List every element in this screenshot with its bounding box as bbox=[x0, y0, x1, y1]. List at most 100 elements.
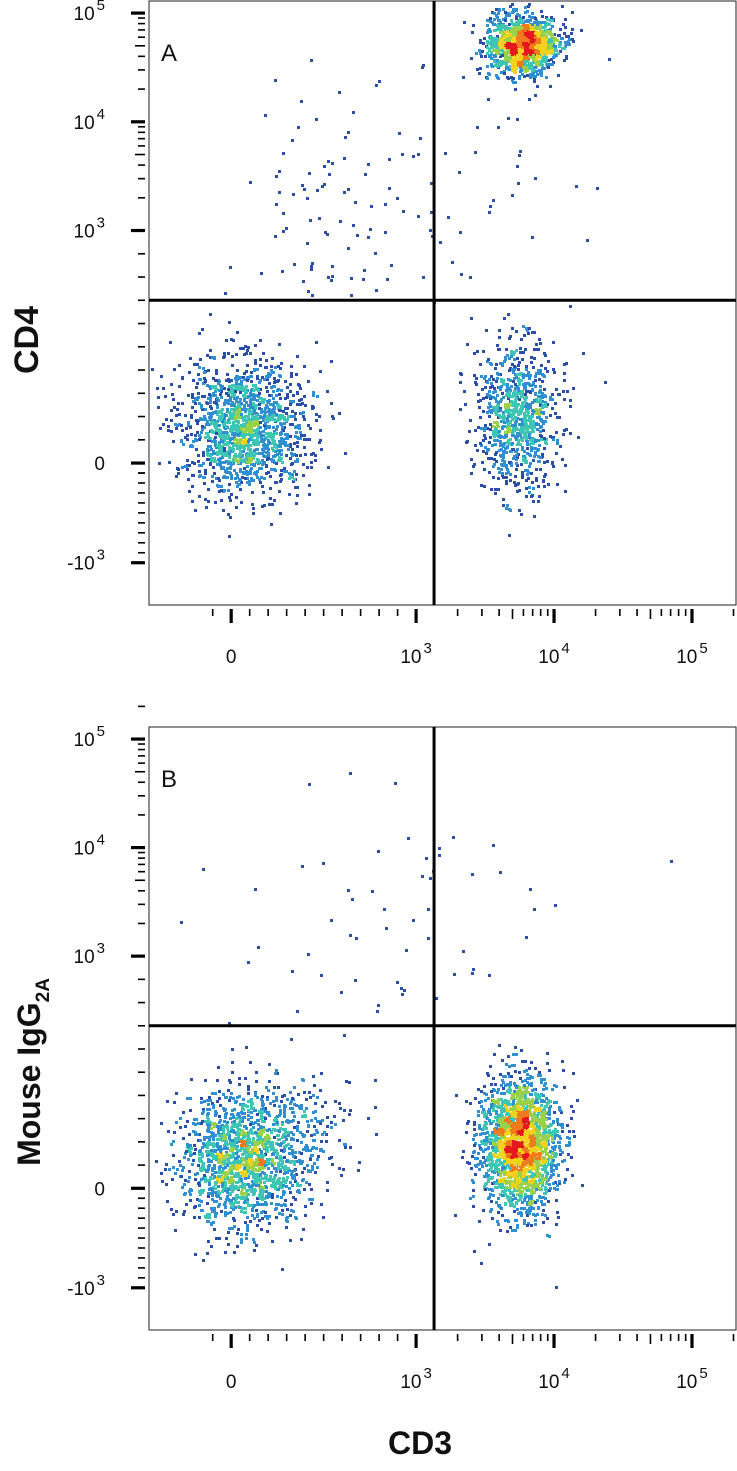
event-point bbox=[226, 373, 229, 376]
event-point bbox=[533, 43, 536, 46]
event-point bbox=[285, 227, 288, 230]
event-point bbox=[526, 452, 529, 455]
event-point bbox=[563, 47, 566, 50]
event-point bbox=[357, 1169, 360, 1172]
event-point bbox=[375, 84, 378, 87]
event-point bbox=[238, 1083, 241, 1086]
event-point bbox=[219, 1175, 222, 1178]
event-point bbox=[302, 463, 305, 466]
event-point bbox=[249, 1123, 252, 1126]
event-point bbox=[535, 412, 538, 415]
event-point bbox=[521, 394, 524, 397]
event-point bbox=[175, 475, 178, 478]
event-point bbox=[282, 1128, 285, 1131]
event-point bbox=[386, 278, 389, 281]
event-point bbox=[262, 419, 265, 422]
event-point bbox=[221, 1190, 224, 1193]
event-point bbox=[479, 363, 482, 366]
event-point bbox=[248, 482, 251, 485]
event-point bbox=[537, 60, 540, 63]
event-point bbox=[545, 45, 548, 48]
event-point bbox=[478, 72, 481, 75]
event-point bbox=[255, 404, 258, 407]
event-point bbox=[492, 433, 495, 436]
event-point bbox=[527, 419, 530, 422]
event-point bbox=[273, 499, 276, 502]
event-point bbox=[288, 493, 291, 496]
event-point bbox=[515, 31, 518, 34]
event-point bbox=[189, 1109, 192, 1112]
event-point bbox=[264, 1211, 267, 1214]
event-point bbox=[519, 351, 522, 354]
event-point bbox=[289, 457, 292, 460]
event-point bbox=[209, 412, 212, 415]
event-point bbox=[260, 476, 263, 479]
event-point bbox=[267, 452, 270, 455]
event-point bbox=[515, 458, 518, 461]
event-point bbox=[499, 441, 502, 444]
event-point bbox=[279, 422, 282, 425]
event-point bbox=[279, 1159, 282, 1162]
event-point bbox=[263, 414, 266, 417]
event-point bbox=[282, 416, 285, 419]
event-point bbox=[492, 431, 495, 434]
event-point bbox=[181, 377, 184, 380]
event-point bbox=[497, 19, 500, 22]
event-point bbox=[486, 77, 489, 80]
event-point bbox=[500, 378, 503, 381]
event-point bbox=[520, 410, 523, 413]
event-point bbox=[237, 420, 240, 423]
event-point bbox=[488, 28, 491, 31]
event-point bbox=[499, 362, 502, 365]
event-point bbox=[188, 1170, 191, 1173]
event-point bbox=[497, 401, 500, 404]
event-point bbox=[254, 1146, 257, 1149]
event-point bbox=[571, 11, 574, 14]
event-point bbox=[510, 350, 513, 353]
event-point bbox=[211, 475, 214, 478]
event-point bbox=[547, 45, 550, 48]
event-point bbox=[185, 1203, 188, 1206]
event-point bbox=[204, 380, 207, 383]
event-point bbox=[214, 444, 217, 447]
event-point bbox=[261, 1203, 264, 1206]
event-point bbox=[509, 335, 512, 338]
event-point bbox=[511, 27, 514, 30]
event-point bbox=[513, 25, 516, 28]
event-point bbox=[552, 368, 555, 371]
event-point bbox=[473, 374, 476, 377]
event-point bbox=[282, 442, 285, 445]
event-point bbox=[484, 424, 487, 427]
event-point bbox=[519, 30, 522, 33]
event-point bbox=[303, 365, 306, 368]
event-point bbox=[203, 377, 206, 380]
event-point bbox=[537, 400, 540, 403]
event-point bbox=[238, 416, 241, 419]
y-tick-label: 0 bbox=[94, 454, 105, 475]
event-point bbox=[491, 385, 494, 388]
event-point bbox=[229, 1166, 232, 1169]
event-point bbox=[207, 1118, 210, 1121]
event-point bbox=[308, 172, 311, 175]
event-point bbox=[551, 393, 554, 396]
event-point bbox=[221, 440, 224, 443]
event-point bbox=[234, 1162, 237, 1165]
event-point bbox=[536, 31, 539, 34]
event-point bbox=[495, 460, 498, 463]
event-point bbox=[225, 414, 228, 417]
event-point bbox=[266, 406, 269, 409]
event-point bbox=[277, 444, 280, 447]
event-point bbox=[283, 470, 286, 473]
event-point bbox=[491, 65, 494, 68]
event-point bbox=[250, 411, 253, 414]
event-point bbox=[218, 415, 221, 418]
event-point bbox=[295, 431, 298, 434]
event-point bbox=[547, 32, 550, 35]
event-point bbox=[252, 412, 255, 415]
event-point bbox=[532, 447, 535, 450]
event-point bbox=[253, 369, 256, 372]
event-point bbox=[170, 1143, 173, 1146]
event-point bbox=[198, 366, 201, 369]
event-point bbox=[246, 376, 249, 379]
event-point bbox=[227, 352, 230, 355]
